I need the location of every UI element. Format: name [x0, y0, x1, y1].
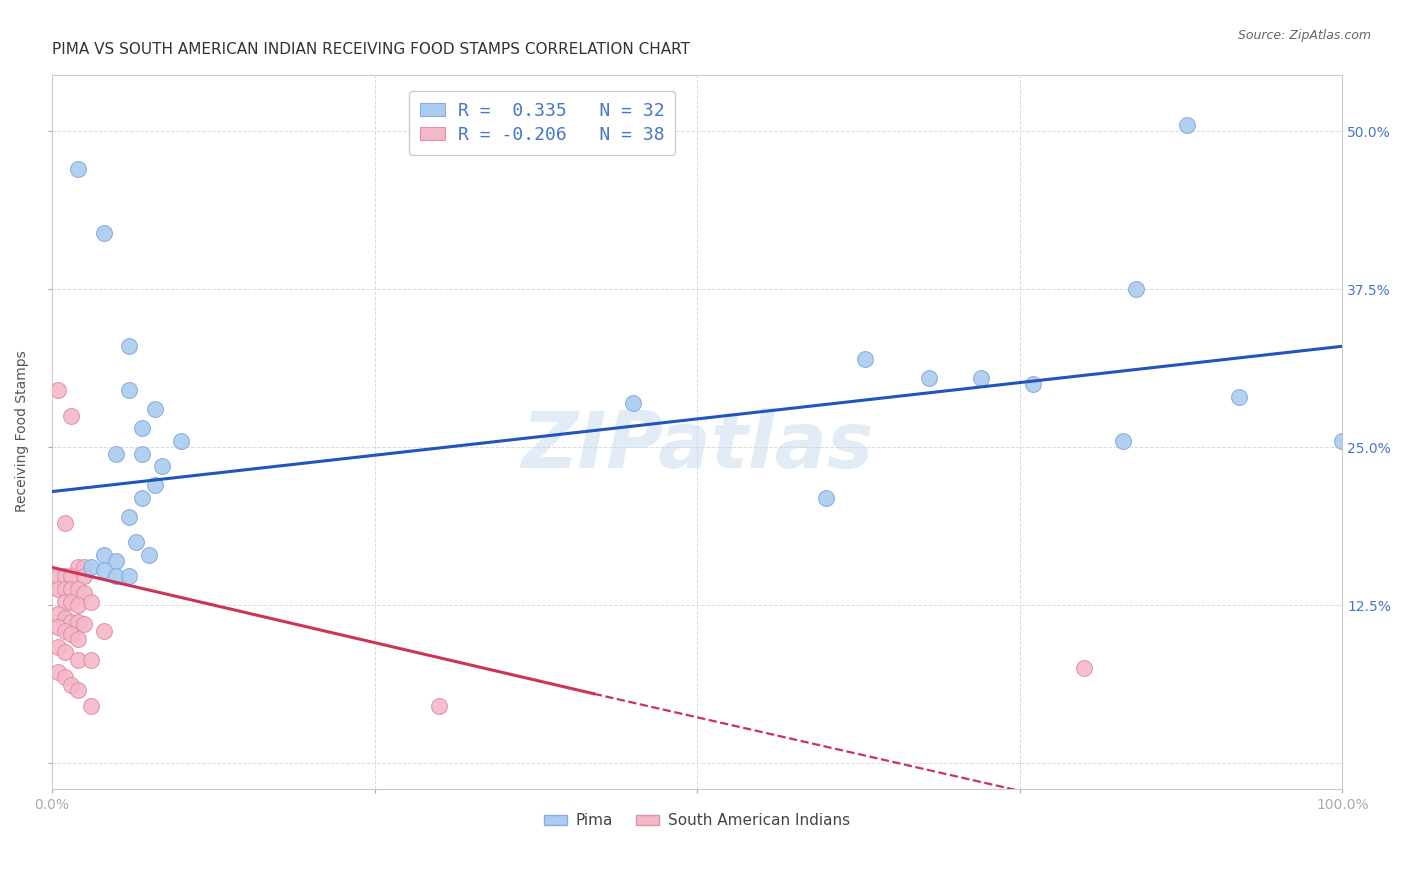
Point	[1112, 434, 1135, 448]
Point	[48, 607, 70, 622]
Point	[138, 548, 160, 562]
Point	[79, 594, 101, 608]
Point	[1073, 661, 1095, 675]
Point	[53, 516, 76, 531]
Point	[118, 384, 141, 398]
Point	[150, 459, 173, 474]
Point	[621, 396, 644, 410]
Point	[66, 582, 89, 596]
Point	[60, 569, 83, 583]
Point	[53, 611, 76, 625]
Point	[53, 594, 76, 608]
Point	[53, 624, 76, 638]
Point	[60, 582, 83, 596]
Text: PIMA VS SOUTH AMERICAN INDIAN RECEIVING FOOD STAMPS CORRELATION CHART: PIMA VS SOUTH AMERICAN INDIAN RECEIVING …	[52, 42, 690, 57]
Point	[1021, 377, 1043, 392]
Y-axis label: Receiving Food Stamps: Receiving Food Stamps	[15, 351, 30, 512]
Point	[66, 653, 89, 667]
Point	[48, 665, 70, 680]
Point	[48, 384, 70, 398]
Point	[815, 491, 838, 505]
Point	[93, 624, 115, 638]
Point	[60, 594, 83, 608]
Point	[53, 670, 76, 684]
Point	[143, 402, 166, 417]
Point	[118, 339, 141, 353]
Point	[53, 582, 76, 596]
Point	[73, 617, 96, 632]
Point	[1227, 390, 1250, 404]
Point	[73, 585, 96, 599]
Point	[53, 569, 76, 583]
Point	[48, 569, 70, 583]
Point	[73, 560, 96, 574]
Point	[427, 699, 450, 714]
Point	[125, 535, 148, 549]
Point	[1331, 434, 1354, 448]
Point	[66, 162, 89, 177]
Point	[131, 491, 153, 505]
Point	[131, 421, 153, 435]
Point	[53, 645, 76, 659]
Point	[66, 599, 89, 613]
Text: Source: ZipAtlas.com: Source: ZipAtlas.com	[1237, 29, 1371, 42]
Point	[66, 615, 89, 629]
Point	[118, 509, 141, 524]
Point	[93, 563, 115, 577]
Point	[60, 627, 83, 641]
Text: ZIPatlas: ZIPatlas	[522, 408, 873, 483]
Point	[118, 569, 141, 583]
Point	[79, 560, 101, 574]
Point	[79, 653, 101, 667]
Point	[66, 683, 89, 698]
Point	[1125, 282, 1147, 296]
Point	[66, 560, 89, 574]
Point	[48, 620, 70, 634]
Point	[105, 569, 128, 583]
Point	[60, 409, 83, 423]
Point	[48, 640, 70, 654]
Point	[143, 478, 166, 492]
Point	[918, 371, 941, 385]
Point	[170, 434, 193, 448]
Point	[105, 447, 128, 461]
Point	[131, 447, 153, 461]
Point	[853, 351, 876, 366]
Point	[48, 582, 70, 596]
Point	[79, 699, 101, 714]
Point	[105, 554, 128, 568]
Point	[970, 371, 993, 385]
Legend: Pima, South American Indians: Pima, South American Indians	[537, 807, 856, 834]
Point	[1177, 118, 1199, 132]
Point	[60, 678, 83, 692]
Point	[66, 632, 89, 647]
Point	[93, 226, 115, 240]
Point	[93, 548, 115, 562]
Point	[60, 615, 83, 629]
Point	[73, 569, 96, 583]
